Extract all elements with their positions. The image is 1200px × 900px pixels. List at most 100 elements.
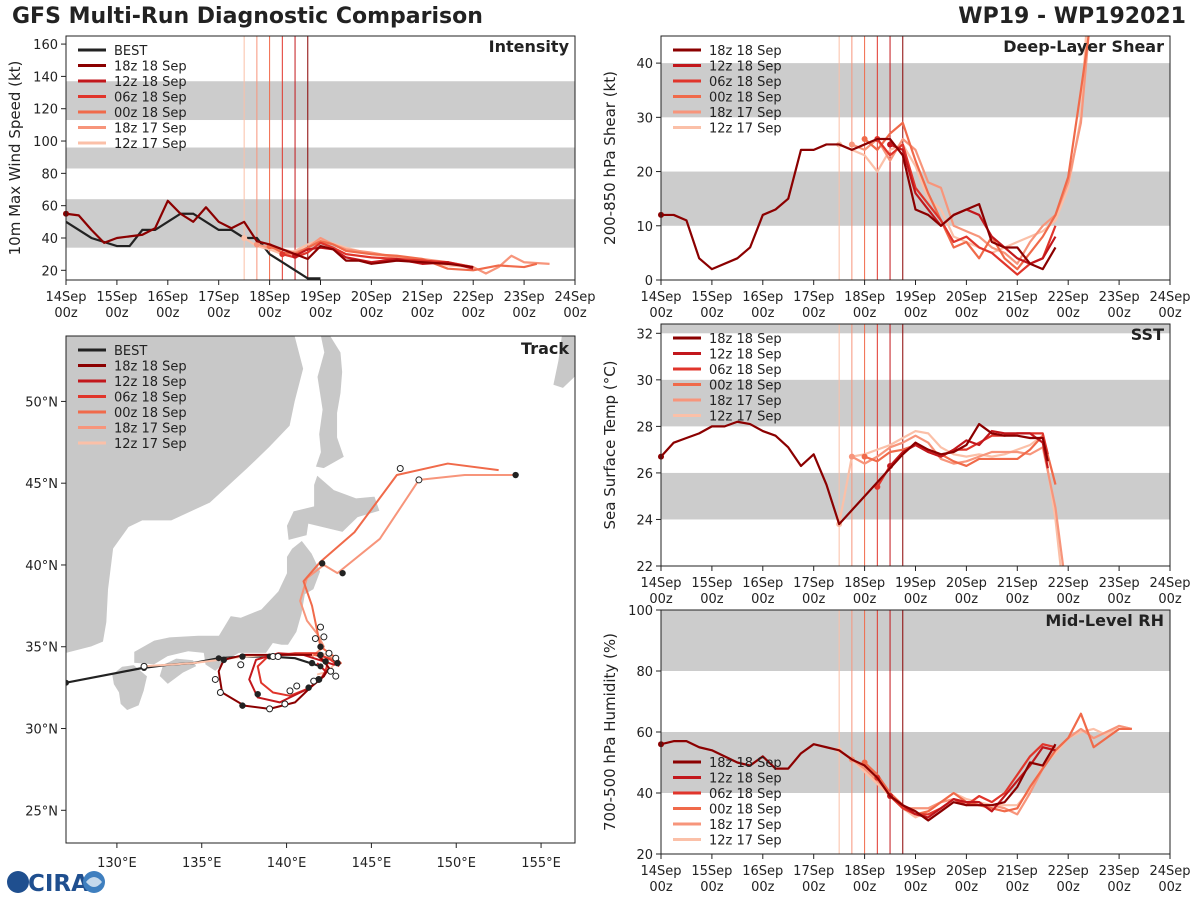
sst-ytick-label: 28 (636, 420, 653, 435)
track-filled-marker (317, 651, 324, 659)
track-open-marker (332, 672, 340, 680)
intensity-series-line (269, 240, 538, 272)
intensity-ytick-label: 80 (41, 167, 58, 182)
track-legend-label: 12z 18 Sep (114, 375, 187, 390)
rh-ytick-label: 100 (628, 604, 653, 619)
land-polygon (158, 657, 198, 685)
intensity-legend-label: 06z 18 Sep (114, 91, 187, 106)
rh-xtick-label: 20Sep (946, 864, 987, 879)
sst-xtick-label: 16Sep (742, 576, 783, 591)
track-filled-marker (318, 560, 326, 567)
track-filled-marker (322, 658, 329, 665)
track-open-marker (211, 675, 219, 683)
intensity-xtick-label: 00z (563, 306, 587, 321)
land-polygon (314, 336, 345, 469)
track-legend-label: 18z 17 Sep (114, 422, 187, 437)
rh-xtick-label: 00z (1158, 880, 1182, 895)
sst-ytick-label: 24 (636, 513, 653, 528)
track-filled-marker (317, 643, 324, 650)
sst-band (661, 472, 1170, 520)
intensity-ytick-label: 40 (41, 232, 58, 247)
intensity-xtick-label: 19Sep (300, 290, 341, 305)
sst-xtick-label: 17Sep (793, 576, 834, 591)
shear-xtick-label: 00z (802, 306, 826, 321)
sst-legend-label: 06z 18 Sep (709, 363, 782, 378)
shear-series-start-point (861, 136, 868, 143)
shear-xtick-label: 15Sep (691, 290, 732, 305)
intensity-xtick-label: 00z (309, 306, 333, 321)
sst-ytick-label: 26 (636, 467, 653, 482)
sst-xtick-label: 00z (904, 592, 928, 607)
land-polygon (133, 539, 321, 672)
sst-legend-label: 18z 18 Sep (709, 332, 782, 347)
track-open-marker (281, 700, 289, 708)
intensity-series-start-point (279, 251, 286, 258)
sst-xtick-label: 00z (700, 592, 724, 607)
intensity-xtick-label: 00z (462, 306, 486, 321)
intensity-xtick-label: 17Sep (198, 290, 239, 305)
sst-ytick-label: 22 (636, 560, 653, 575)
shear-xtick-label: 00z (904, 306, 928, 321)
shear-series-line (876, 138, 1057, 276)
intensity-xtick-label: 24Sep (554, 290, 595, 305)
track-filled-marker (239, 702, 246, 709)
sst-title: SST (1131, 325, 1164, 344)
sst-xtick-label: 14Sep (640, 576, 681, 591)
sst-xtick-label: 00z (1107, 592, 1131, 607)
sst-xtick-label: 00z (1158, 592, 1182, 607)
rh-legend-label: 12z 18 Sep (709, 772, 782, 787)
shear-series-line (863, 36, 1090, 271)
intensity-ylabel: 10m Max Wind Speed (kt) (6, 61, 24, 256)
sst-series-line (661, 420, 1049, 526)
sst-ytick-label: 32 (636, 327, 653, 342)
shear-xtick-label: 00z (1006, 306, 1030, 321)
intensity-xtick-label: 21Sep (402, 290, 443, 305)
shear-legend-label: 00z 18 Sep (709, 91, 782, 106)
track-filled-marker (254, 690, 261, 698)
intensity-series-line (66, 199, 474, 269)
sst-xtick-label: 18Sep (844, 576, 885, 591)
shear-xtick-label: 17Sep (793, 290, 834, 305)
rh-xtick-label: 00z (853, 880, 877, 895)
intensity-ytick-label: 120 (33, 103, 58, 118)
sst-series-line (838, 429, 1062, 566)
intensity-xtick-label: 00z (512, 306, 536, 321)
shear-xtick-label: 00z (751, 306, 775, 321)
rh-xtick-label: 21Sep (997, 864, 1038, 879)
rh-ylabel: 700-500 hPa Humidity (%) (601, 633, 619, 831)
sst-xtick-label: 15Sep (691, 576, 732, 591)
sst-legend-label: 12z 18 Sep (709, 348, 782, 363)
sst-xtick-label: 00z (649, 592, 673, 607)
rh-xtick-label: 00z (802, 880, 826, 895)
shear-xtick-label: 14Sep (640, 290, 681, 305)
shear-xtick-label: 22Sep (1048, 290, 1089, 305)
rh-xtick-label: 00z (955, 880, 979, 895)
intensity-series-start-point (253, 241, 260, 248)
rh-xtick-label: 00z (649, 880, 673, 895)
track-title: Track (521, 339, 569, 358)
land-polygon (111, 664, 148, 711)
rh-xtick-label: 00z (751, 880, 775, 895)
track-open-marker (274, 653, 282, 661)
sst-xtick-label: 00z (802, 592, 826, 607)
track-open-marker (415, 476, 423, 484)
track-xtick-label: 155°E (521, 856, 561, 871)
track-open-marker (311, 635, 319, 643)
sst-xtick-label: 00z (1006, 592, 1030, 607)
track-filled-marker (334, 659, 341, 667)
track-best-point (317, 663, 324, 670)
rh-xtick-label: 15Sep (691, 864, 732, 879)
sst-series-start-point (848, 453, 855, 460)
rh-title: Mid-Level RH (1045, 611, 1164, 630)
track-xtick-label: 145°E (352, 856, 392, 871)
rh-xtick-label: 17Sep (793, 864, 834, 879)
intensity-band (66, 81, 575, 121)
track-open-marker (216, 689, 224, 697)
track-open-marker (327, 667, 335, 675)
intensity-series-start-point (241, 234, 248, 241)
intensity-ytick-label: 60 (41, 200, 58, 215)
track-open-marker (237, 661, 245, 669)
sst-legend-label: 18z 17 Sep (709, 394, 782, 409)
sst-xtick-label: 19Sep (895, 576, 936, 591)
shear-series-line (661, 137, 1057, 271)
